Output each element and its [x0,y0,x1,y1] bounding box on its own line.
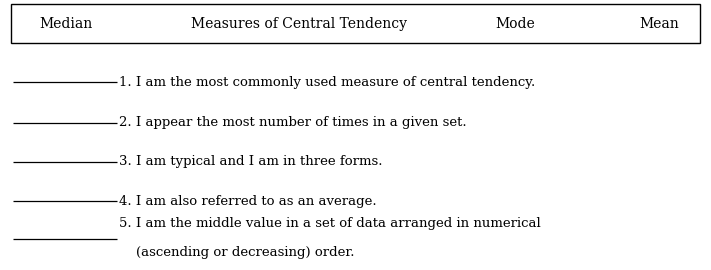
Bar [11,4,700,43]
Text: 4. I am also referred to as an average.: 4. I am also referred to as an average. [119,195,377,208]
Text: 3. I am typical and I am in three forms.: 3. I am typical and I am in three forms. [119,156,383,168]
Text: (ascending or decreasing) order.: (ascending or decreasing) order. [119,246,355,259]
Text: 5. I am the middle value in a set of data arranged in numerical: 5. I am the middle value in a set of dat… [119,217,541,230]
Text: Measures of Central Tendency: Measures of Central Tendency [191,17,407,31]
Text: Mean: Mean [639,17,679,31]
Text: 2. I appear the most number of times in a given set.: 2. I appear the most number of times in … [119,116,467,129]
Text: 1. I am the most commonly used measure of central tendency.: 1. I am the most commonly used measure o… [119,76,535,89]
Text: Median: Median [39,17,92,31]
Text: Mode: Mode [496,17,535,31]
